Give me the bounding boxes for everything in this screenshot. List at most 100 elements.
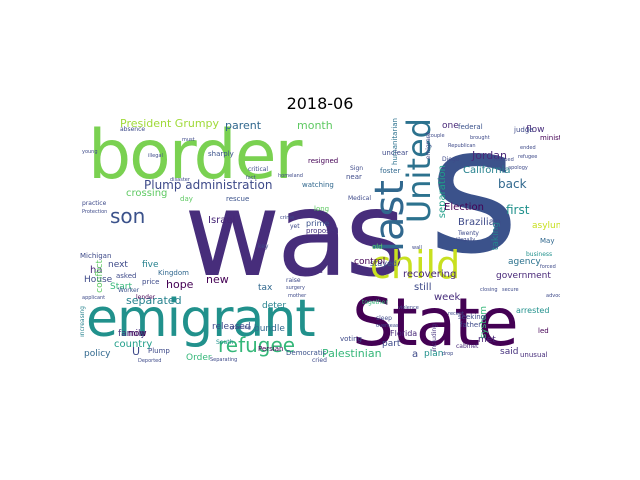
cloud-word: ha (90, 265, 103, 276)
cloud-word: proposed (306, 227, 339, 235)
cloud-word: fact (246, 175, 256, 181)
cloud-word: month (297, 119, 333, 132)
cloud-word: Kingdom (158, 269, 189, 277)
cloud-word: practice (82, 200, 107, 207)
cloud-word: business (526, 251, 553, 258)
cloud-word: new (206, 273, 229, 286)
cloud-word: lender (136, 294, 156, 301)
cloud-word: Persian (258, 345, 284, 353)
cloud-word: voting (340, 335, 362, 343)
cloud-word: recovering (403, 269, 457, 280)
cloud-word: crossing (126, 188, 168, 199)
cloud-word: country (114, 339, 153, 350)
cloud-word: Deported (138, 358, 162, 364)
cloud-word: hope (166, 278, 194, 291)
cloud-word: minister (540, 134, 560, 142)
cloud-word: asylum (532, 221, 560, 231)
cloud-word: near (346, 173, 362, 181)
cloud-word: taking (491, 222, 501, 251)
cloud-word: humanitarian (391, 118, 399, 165)
cloud-word: South (216, 339, 234, 346)
cloud-word: refugee (518, 154, 538, 160)
cloud-word: border (88, 118, 302, 195)
cloud-word: wall (412, 245, 422, 251)
cloud-word: father (460, 321, 482, 329)
cloud-word: seeking (458, 313, 486, 321)
cloud-word: Israel (208, 215, 236, 226)
cloud-word: raise (286, 277, 301, 284)
cloud-word: violence (398, 305, 419, 311)
cloud-word: Michigan (80, 252, 112, 260)
cloud-word: plan (424, 349, 444, 359)
cloud-word: Democratic (286, 349, 327, 357)
cloud-word: surgery (286, 285, 306, 291)
cloud-word: family (118, 329, 146, 339)
cloud-word: ended (520, 145, 536, 151)
cloud-word: day (180, 195, 193, 203)
cloud-word: one (442, 121, 459, 131)
cloud-word: together (362, 299, 388, 306)
cloud-word: brought (470, 135, 490, 141)
cloud-word: separated (126, 294, 182, 307)
cloud-word: recent (448, 311, 464, 317)
cloud-word: price (142, 278, 160, 286)
cloud-word: Florida (390, 329, 418, 338)
cloud-word: system (479, 306, 489, 339)
cloud-word: young (82, 149, 98, 155)
cloud-word: next (108, 260, 128, 270)
cloud-word: control (354, 257, 386, 267)
cloud-word: emigrant (86, 289, 316, 349)
cloud-word: stayed (370, 259, 397, 268)
cloud-word: key (258, 243, 269, 250)
cloud-word: flow (526, 125, 545, 135)
cloud-word: said (500, 347, 519, 357)
cloud-word: apology (508, 165, 528, 171)
cloud-word: illegal (148, 153, 163, 159)
cloud-word: led (538, 327, 549, 335)
cloud-word: still (414, 282, 432, 293)
cloud-word: greeting (230, 325, 251, 331)
cloud-word: deter (262, 301, 287, 311)
cloud-word: drop (442, 351, 454, 357)
cloud-word: was (184, 165, 406, 303)
cloud-word: policy (84, 349, 111, 359)
cloud-word: a (412, 349, 419, 360)
cloud-word: judge (514, 126, 534, 134)
cloud-word: watching (302, 181, 334, 189)
cloud-word: absence (120, 126, 146, 133)
cloud-word: U (132, 345, 141, 358)
cloud-word: Plump administration (144, 178, 273, 192)
cloud-word: asked (116, 272, 137, 280)
cloud-word: Twenty (458, 230, 479, 237)
cloud-word: President Grumpy (120, 118, 220, 130)
cloud-word: Jordan (472, 149, 507, 162)
cloud-word: applicant (82, 295, 106, 301)
cloud-word: yet (290, 223, 300, 230)
cloud-word: government (496, 271, 551, 281)
cloud-word: State (352, 284, 519, 361)
cloud-word: son (110, 204, 146, 228)
cloud-word: rescued (494, 157, 514, 163)
cloud-word: Protection (82, 209, 108, 215)
cloud-word: Sign (350, 165, 364, 172)
cloud-word: arrested (516, 306, 550, 315)
cloud-word: increasing (80, 306, 86, 337)
cloud-word: cabinet (456, 343, 479, 350)
cloud-word: House (84, 275, 113, 285)
cloud-word: closing (480, 287, 498, 293)
cloud-word: first (506, 203, 530, 217)
cloud-word: crime (280, 215, 295, 221)
cloud-word: Election (444, 202, 484, 213)
cloud-word: Palestinian (322, 347, 382, 360)
cloud-word: must (182, 137, 195, 143)
cloud-word: advocate (546, 293, 560, 299)
cloud-word: back (498, 177, 527, 191)
cloud-word: Plump (148, 347, 170, 355)
cloud-word: long (314, 205, 330, 213)
cloud-word: Brazilian (458, 217, 502, 228)
cloud-word: unclear (382, 149, 409, 157)
cloud-word: federal (458, 123, 483, 131)
cloud-word: Medical (348, 195, 371, 202)
cloud-word: illegally (456, 237, 476, 243)
cloud-word: California (463, 165, 511, 176)
